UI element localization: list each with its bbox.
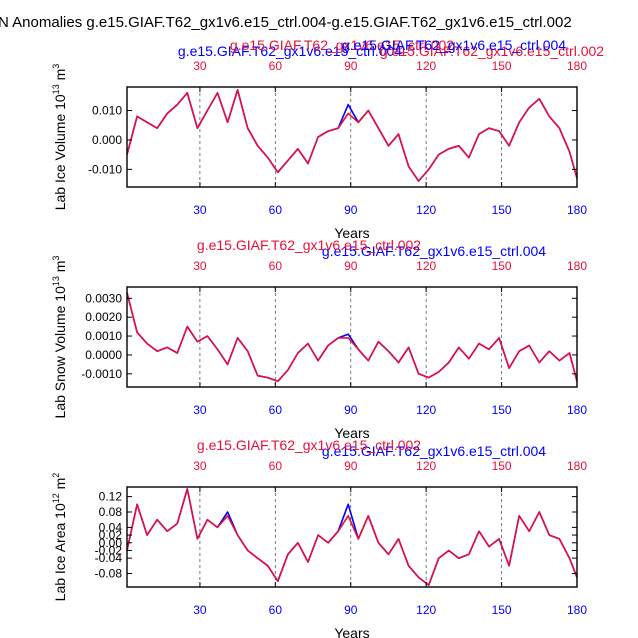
x-tick-label-bottom: 30 [193,603,207,617]
x-tick-label-bottom: 150 [492,203,512,217]
x-tick-label-top: 120 [416,59,436,73]
x-tick-label-top: 30 [193,59,207,73]
x-tick-label-top: 150 [492,259,512,273]
x-axis-title: Years [334,625,369,638]
x-tick-label-top: 30 [193,259,207,273]
y-tick-label: 0.000 [92,133,122,147]
y-tick-label: 0.0010 [85,329,122,343]
case-label-ctrl-004: g.e15.GIAF.T62_gx1v6.e15_ctrl.004 [322,443,546,459]
x-axis-title: Years [334,225,369,241]
case-label-ctrl-002-right: g.e15.GIAF.T62_gx1v6.e15_ctrl.002 [380,43,604,59]
y-tick-label: -0.010 [88,162,122,176]
y-tick-label: -0.08 [95,567,123,581]
chart-panel-ice-area: 30 30 60 60 90 90 120 120 150 150 180 180 -0.08 -0.04… [51,437,587,638]
case-label-ctrl-004-right: g.e15.GIAF.T62_gx1v6.e15_ctrl.004 [342,37,566,53]
x-tick-label-top: 120 [416,459,436,473]
x-tick-label-top: 60 [269,459,283,473]
y-tick-label: -0.0010 [81,367,122,381]
x-tick-label-bottom: 60 [269,603,283,617]
x-tick-label-bottom: 120 [416,403,436,417]
series-line-ctrl-002 [126,488,578,586]
x-tick-label-bottom: 30 [193,203,207,217]
x-tick-label-bottom: 30 [193,403,207,417]
plot-frame [126,486,578,588]
x-tick-label-bottom: 120 [416,603,436,617]
x-tick-label-top: 180 [567,59,587,73]
figure-title: N Anomalies g.e15.GIAF.T62_gx1v6.e15_ctr… [0,14,572,31]
x-tick-label-top: 180 [567,459,587,473]
x-tick-label-bottom: 60 [269,203,283,217]
x-tick-label-bottom: 180 [567,603,587,617]
x-tick-label-bottom: 180 [567,203,587,217]
case-label-ctrl-004: g.e15.GIAF.T62_gx1v6.e15_ctrl.004 [178,43,402,59]
chart-panel-ice-volume: 30 30 60 60 90 90 120 120 150 150 180 180 -0.010 0.00… [51,37,604,241]
case-label-ctrl-002: g.e15.GIAF.T62_gx1v6.e15_ctrl.002 [230,37,454,53]
x-tick-label-bottom: 150 [492,403,512,417]
y-tick-label: 0.0000 [85,348,122,362]
x-tick-label-bottom: 150 [492,603,512,617]
x-axis-title: Years [334,425,369,441]
chart-panels: 30 30 60 60 90 90 120 120 150 150 180 180 -0.010 0.00… [51,37,604,638]
y-tick-label: -0.02 [95,543,123,557]
x-tick-label-top: 90 [344,59,358,73]
x-tick-label-top: 150 [492,59,512,73]
x-tick-label-top: 180 [567,259,587,273]
x-tick-label-top: 30 [193,459,207,473]
y-axis-title: Lab Ice Area 1012 m2 [51,473,68,602]
x-tick-label-bottom: 90 [344,403,358,417]
y-tick-label: 0.02 [99,528,123,542]
y-tick-label: 0.08 [99,505,123,519]
chart-panel-snow-volume: 30 30 60 60 90 90 120 120 150 150 180 180 -0.0010 0.0… [51,237,587,441]
x-tick-label-bottom: 180 [567,403,587,417]
case-label-ctrl-002: g.e15.GIAF.T62_gx1v6.e15_ctrl.002 [197,237,421,253]
case-label-ctrl-004: g.e15.GIAF.T62_gx1v6.e15_ctrl.004 [322,243,546,259]
y-axis-title: Lab Ice Volume 1013 m3 [51,64,68,211]
y-tick-label: 0.0020 [85,310,122,324]
x-tick-label-top: 90 [344,259,358,273]
x-tick-label-top: 120 [416,259,436,273]
series-line-ctrl-004 [126,488,578,586]
series-line-ctrl-002 [126,292,578,383]
plot-frame [126,286,578,388]
plot-frame [126,86,578,188]
y-tick-label: -0.04 [95,551,123,565]
x-tick-label-top: 60 [269,259,283,273]
y-tick-label: 0.010 [92,104,122,118]
y-tick-label: 0.04 [99,520,123,534]
series-line-ctrl-004 [126,89,578,182]
y-axis-title: Lab Snow Volume 1013 m3 [51,256,68,419]
series-line-ctrl-002 [126,89,578,182]
y-tick-label: 0.00 [99,536,123,550]
x-tick-label-top: 60 [269,59,283,73]
x-tick-label-top: 90 [344,459,358,473]
x-tick-label-bottom: 90 [344,203,358,217]
y-tick-label: 0.0030 [85,291,122,305]
case-label-ctrl-002: g.e15.GIAF.T62_gx1v6.e15_ctrl.002 [197,437,421,453]
x-tick-label-bottom: 60 [269,403,283,417]
x-tick-label-bottom: 120 [416,203,436,217]
y-tick-label: 0.12 [99,490,123,504]
x-tick-label-top: 150 [492,459,512,473]
x-tick-label-bottom: 90 [344,603,358,617]
